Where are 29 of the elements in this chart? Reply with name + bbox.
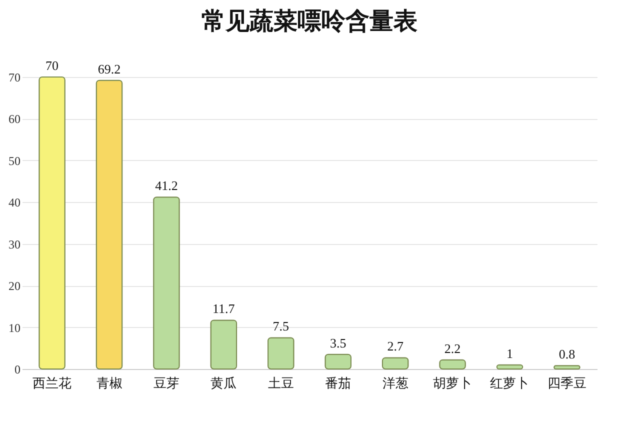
data-label: 1 xyxy=(506,346,513,361)
data-label: 11.7 xyxy=(212,301,236,316)
y-tick-label: 10 xyxy=(8,320,20,335)
x-tick-label: 红萝卜 xyxy=(490,376,530,392)
y-tick-label: 0 xyxy=(14,362,20,376)
y-tick-label: 40 xyxy=(8,196,20,210)
x-tick-label: 土豆 xyxy=(268,376,294,392)
x-tick-label: 番茄 xyxy=(325,376,352,392)
y-tick-label: 70 xyxy=(8,70,20,84)
data-label: 69.2 xyxy=(98,61,121,76)
y-tick-label: 30 xyxy=(8,237,20,252)
y-tick-label: 50 xyxy=(8,154,20,168)
x-tick-label: 洋葱 xyxy=(382,376,408,392)
data-label: 2.2 xyxy=(444,340,461,356)
chart-title: 常见蔬菜嘌呤含量表 xyxy=(202,7,418,35)
y-tick-label: 20 xyxy=(8,279,20,294)
data-label: 41.2 xyxy=(155,178,178,194)
data-label: 2.7 xyxy=(387,338,404,354)
x-tick-label: 胡萝卜 xyxy=(433,376,472,392)
data-label: 70 xyxy=(46,58,59,73)
y-tick-label: 60 xyxy=(8,112,20,126)
x-tick-label: 青椒 xyxy=(96,376,122,392)
x-tick-label: 西兰花 xyxy=(32,376,72,392)
x-tick-label: 豆芽 xyxy=(153,376,180,392)
x-tick-label: 四季豆 xyxy=(547,376,586,392)
x-tick-label: 黄瓜 xyxy=(210,376,237,392)
data-label: 0.8 xyxy=(558,346,576,362)
data-label: 3.5 xyxy=(330,335,346,350)
data-label: 7.5 xyxy=(272,318,290,334)
